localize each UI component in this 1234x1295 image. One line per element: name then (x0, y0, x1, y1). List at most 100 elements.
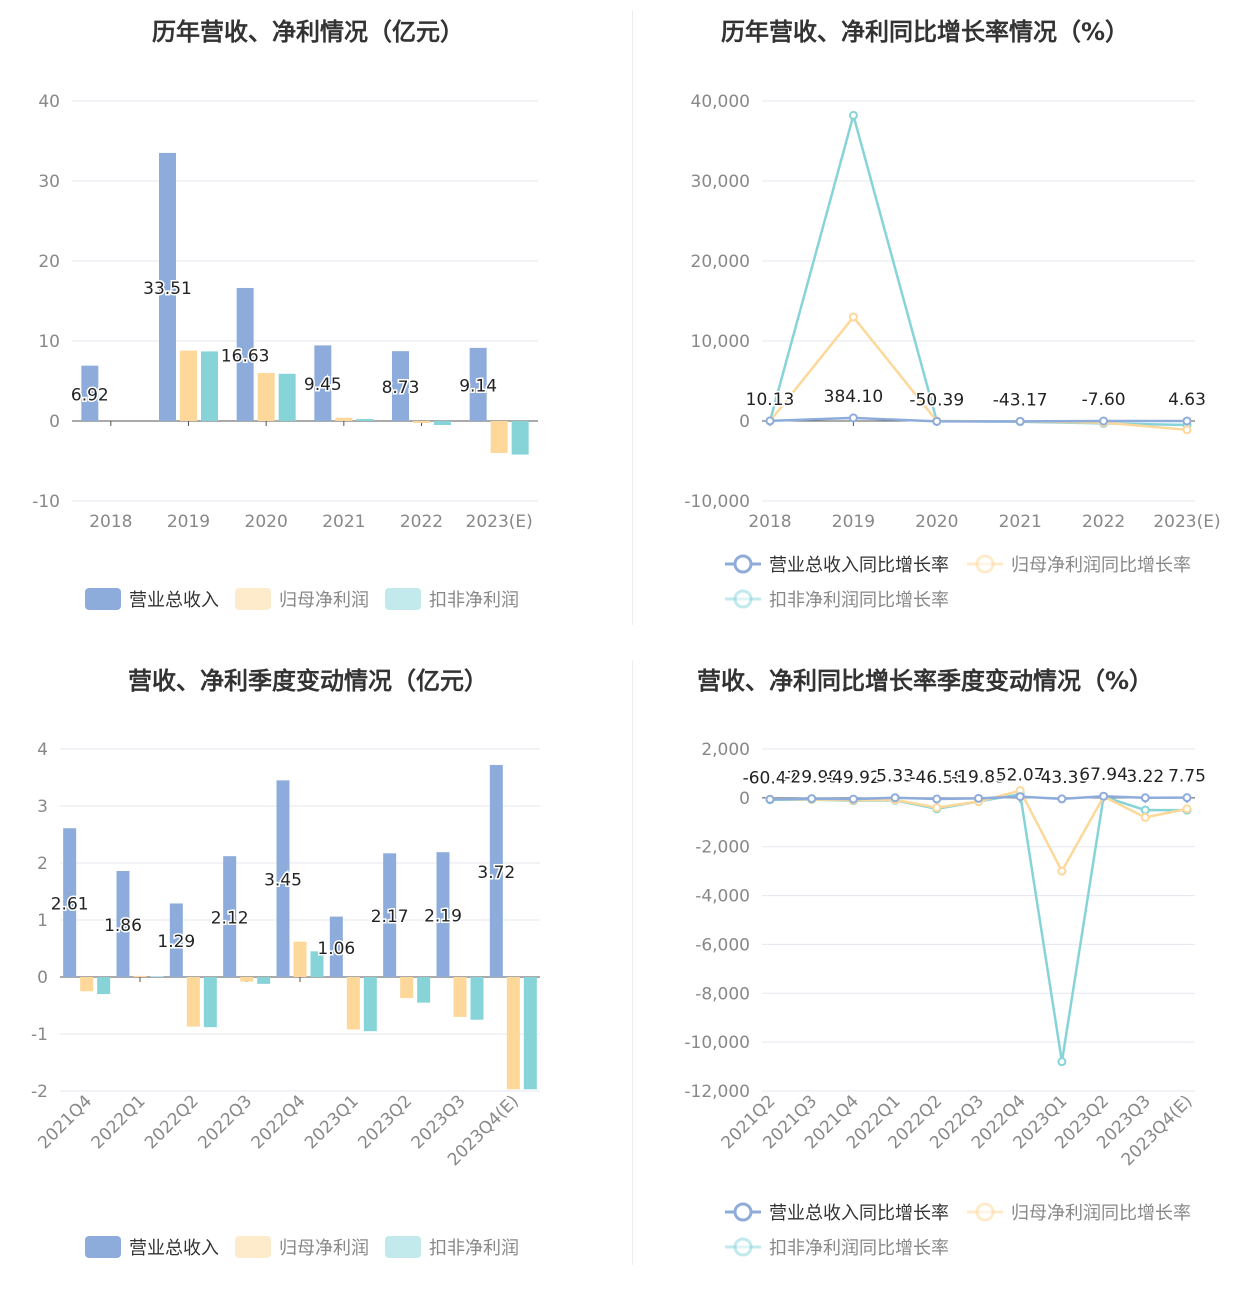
legend-label: 营业总收入同比增长率 (769, 555, 949, 576)
x-tick-label: 2019 (832, 512, 875, 532)
x-tick-label: 2022 (1082, 512, 1125, 532)
y-tick-label: 20,000 (691, 252, 750, 272)
x-tick-label: 2019 (167, 512, 210, 532)
chart-canvas: 历年营收、净利同比增长率情况（%） 40,000 30,000 20,000 10,00… (684, 18, 1220, 611)
data-label: 9.45 (304, 375, 342, 395)
series-line (769, 416, 1188, 423)
bar (97, 977, 111, 995)
bar (116, 870, 130, 977)
chart-canvas: 营收、净利季度变动情况（亿元）43210-1-22021Q42022Q12022… (31, 667, 540, 1259)
data-point (1057, 794, 1067, 804)
bar (356, 419, 374, 421)
x-tick-label: 2023(E) (1153, 512, 1220, 532)
legend-label: 营业总收入 (129, 1238, 219, 1259)
data-point (932, 794, 942, 804)
bar (363, 977, 377, 1032)
x-tick-label: 2022Q4 (248, 1091, 310, 1153)
y-tick-label: -10,000 (684, 1033, 750, 1053)
data-label: 6.92 (71, 385, 109, 405)
data-point (1182, 416, 1192, 426)
y-tick-label: 10,000 (691, 332, 750, 352)
legend-label: 归母净利润 (279, 1238, 369, 1259)
data-point (1015, 416, 1025, 426)
series-line (769, 315, 1188, 432)
data-point (1099, 416, 1109, 426)
legend-label: 归母净利润同比增长率 (1011, 555, 1191, 576)
bar (80, 977, 94, 992)
bar (453, 977, 467, 1017)
data-label: 4.63 (1168, 390, 1206, 410)
bar (186, 977, 200, 1027)
data-point (1057, 1057, 1067, 1067)
bar (201, 351, 218, 421)
legend-swatch (385, 1236, 421, 1258)
y-tick-label: 3 (37, 797, 48, 817)
y-tick-label: 0 (37, 968, 48, 988)
bar (203, 977, 217, 1028)
bar (490, 421, 508, 453)
y-tick-label: 0 (49, 412, 60, 432)
bar (236, 287, 254, 421)
data-point (848, 413, 858, 423)
data-point (890, 793, 900, 803)
x-tick-label: 2023Q1 (301, 1091, 363, 1153)
bar (383, 853, 397, 977)
legend-swatch (235, 1236, 271, 1258)
bar (469, 347, 487, 421)
bar (335, 417, 353, 421)
y-tick-label: 1 (37, 911, 48, 931)
legend-marker (733, 589, 753, 609)
chart-canvas: 历年营收、净利情况（亿元） 40 30 20 10 0 -10 2018 2019 2020 202… (32, 18, 538, 611)
data-label: 52.07 (996, 766, 1045, 786)
y-tick-label: -2 (31, 1082, 48, 1102)
y-tick-label: 20 (38, 252, 60, 272)
data-label: 1.86 (104, 916, 142, 936)
y-tick-label: 40,000 (691, 92, 750, 112)
data-label: 3.72 (477, 863, 515, 883)
quarterly-revenue-profit-chart: 营收、净利季度变动情况（亿元） 4 3 2 1 0 -1 -2 2021Q4 2022Q1 2022… (0, 645, 617, 1291)
y-tick-label: 30,000 (691, 172, 750, 192)
panel-divider-bottom (632, 660, 633, 1265)
legend-label: 营业总收入 (129, 590, 219, 611)
bar (314, 345, 332, 421)
x-tick-label: 2023(E) (466, 512, 533, 532)
data-label: -46.58 (909, 768, 964, 788)
y-tick-label: -8,000 (695, 984, 750, 1004)
data-label: 67.94 (1079, 765, 1128, 785)
x-tick-label: 2021 (322, 512, 365, 532)
data-point (848, 794, 858, 804)
y-tick-label: -10,000 (684, 492, 750, 512)
data-label: 3.22 (1126, 767, 1164, 787)
data-point (765, 416, 775, 426)
data-label: -7.60 (1082, 390, 1126, 410)
data-label: 1.06 (317, 939, 355, 959)
series-line (769, 792, 1187, 1062)
bar (346, 977, 360, 1030)
y-tick-label: 2 (37, 854, 48, 874)
x-tick-label: 2022 (400, 512, 443, 532)
x-tick-label: 2023Q2 (354, 1091, 416, 1153)
bar (434, 421, 451, 425)
bar (400, 977, 414, 999)
y-tick-label: -4,000 (695, 887, 750, 907)
data-point (765, 794, 775, 804)
legend-marker (975, 554, 995, 574)
chart-title: 营收、净利同比增长率季度变动情况（%） (697, 667, 1153, 695)
bar (329, 916, 343, 977)
legend-label: 归母净利润同比增长率 (1011, 1203, 1191, 1224)
legend-marker (733, 1237, 753, 1257)
data-label: 2.12 (211, 909, 249, 929)
bar (257, 373, 275, 421)
data-label: -50.39 (909, 390, 964, 410)
legend-marker (975, 1202, 995, 1222)
legend-marker (733, 1202, 753, 1222)
x-tick-label: 2022Q1 (88, 1091, 150, 1153)
bar (159, 152, 176, 422)
legend-swatch (85, 588, 121, 610)
legend-label: 扣非净利润 (429, 1238, 519, 1259)
chart-title: 历年营收、净利同比增长率情况（%） (721, 18, 1129, 46)
bar (276, 780, 290, 977)
legend-label: 扣非净利润同比增长率 (769, 1238, 949, 1259)
data-label: 5.33 (876, 767, 914, 787)
y-tick-label: 4 (37, 740, 48, 760)
